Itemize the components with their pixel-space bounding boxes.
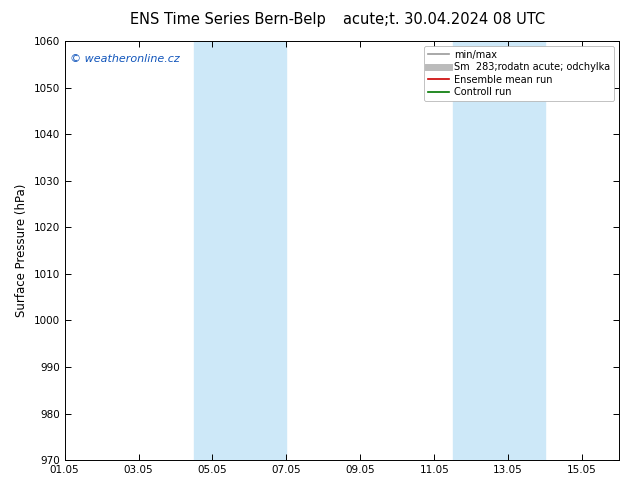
Legend: min/max, Sm  283;rodatn acute; odchylka, Ensemble mean run, Controll run: min/max, Sm 283;rodatn acute; odchylka, … [424,46,614,101]
Text: acute;t. 30.04.2024 08 UTC: acute;t. 30.04.2024 08 UTC [343,12,545,27]
Bar [453,41,545,460]
Bar [194,41,287,460]
Text: ENS Time Series Bern-Belp: ENS Time Series Bern-Belp [131,12,326,27]
Text: © weatheronline.cz: © weatheronline.cz [70,53,180,64]
Y-axis label: Surface Pressure (hPa): Surface Pressure (hPa) [15,184,28,318]
